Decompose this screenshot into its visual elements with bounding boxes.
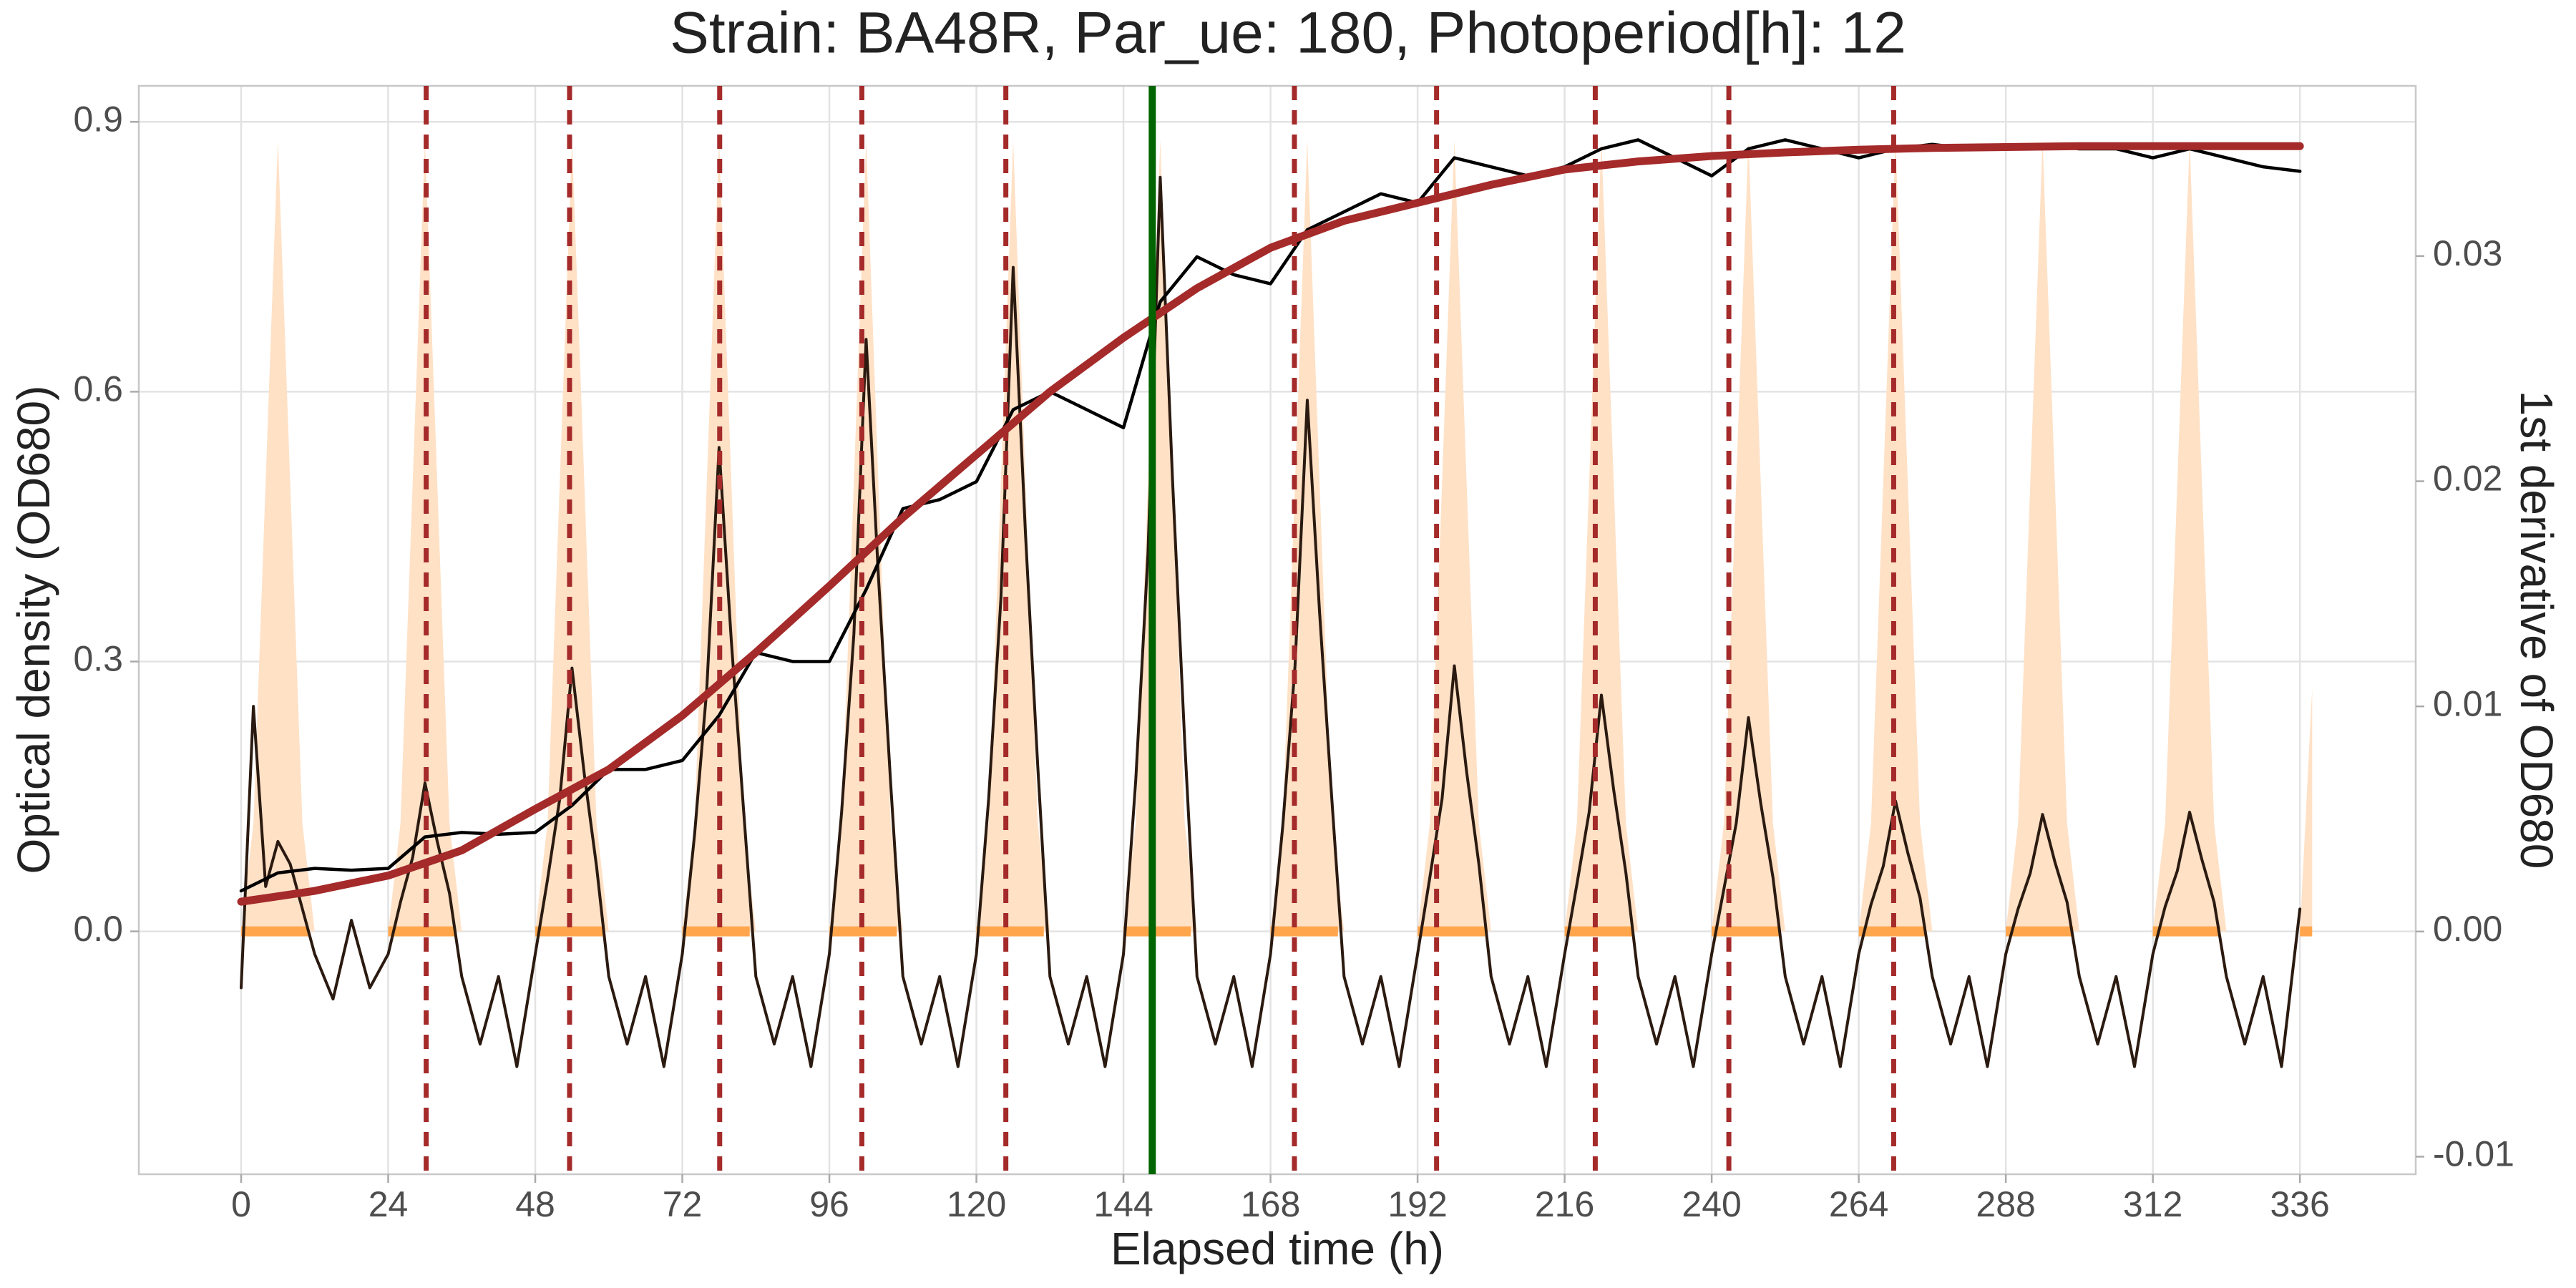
y2-tick-label: 0.01	[2433, 683, 2502, 723]
data-line	[240, 175, 2302, 1068]
x-tick-label: 216	[1535, 1184, 1594, 1224]
chart-title: Strain: BA48R, Par_ue: 180, Photoperiod[…	[670, 1, 1906, 66]
x-tick-label: 0	[231, 1184, 251, 1224]
light-bar	[388, 926, 456, 937]
light-bar	[976, 926, 1044, 937]
x-tick-label: 96	[809, 1184, 849, 1224]
y2-tick-label: 0.03	[2433, 233, 2502, 273]
x-tick-label: 192	[1387, 1184, 1447, 1224]
light-bar	[2152, 926, 2220, 937]
x-tick-label: 240	[1682, 1184, 1741, 1224]
x-tick-label: 288	[1976, 1184, 2035, 1224]
light-bar	[1418, 926, 1485, 937]
x-tick-label: 168	[1241, 1184, 1300, 1224]
y-tick-label: 0.9	[73, 99, 123, 139]
light-bar	[1858, 926, 1926, 937]
x-axis-title: Elapsed time (h)	[1111, 1223, 1444, 1274]
light-bar	[682, 926, 750, 937]
y2-tick-label: -0.01	[2433, 1134, 2514, 1174]
y2-tick-label: 0.00	[2433, 909, 2502, 949]
y2-tick-label: 0.02	[2433, 459, 2502, 499]
x-tick-label: 264	[1829, 1184, 1888, 1224]
x-tick-label: 312	[2123, 1184, 2182, 1224]
y-tick-label: 0.6	[73, 369, 123, 409]
y2-axis-title: 1st derivative of OD680	[2511, 391, 2562, 869]
light-bar	[1712, 926, 1780, 937]
light-bar	[2006, 926, 2074, 937]
y-tick-label: 0.3	[73, 639, 123, 679]
light-bar	[1123, 926, 1191, 937]
panel-border	[137, 84, 2417, 1176]
light-bar	[1564, 926, 1632, 937]
light-bar	[2300, 926, 2313, 937]
x-tick-label: 48	[515, 1184, 555, 1224]
x-tick-label: 120	[947, 1184, 1006, 1224]
x-tick-label: 24	[369, 1184, 409, 1224]
x-tick-label: 336	[2270, 1184, 2329, 1224]
light-bar	[535, 926, 603, 937]
light-bar	[1270, 926, 1338, 937]
light-bar	[829, 926, 897, 937]
y-tick-label: 0.0	[73, 909, 123, 949]
x-tick-label: 72	[663, 1184, 703, 1224]
y-axis-title: Optical density (OD680)	[8, 386, 59, 874]
x-tick-label: 144	[1093, 1184, 1153, 1224]
light-bar	[241, 926, 309, 937]
data-line	[237, 142, 2304, 906]
